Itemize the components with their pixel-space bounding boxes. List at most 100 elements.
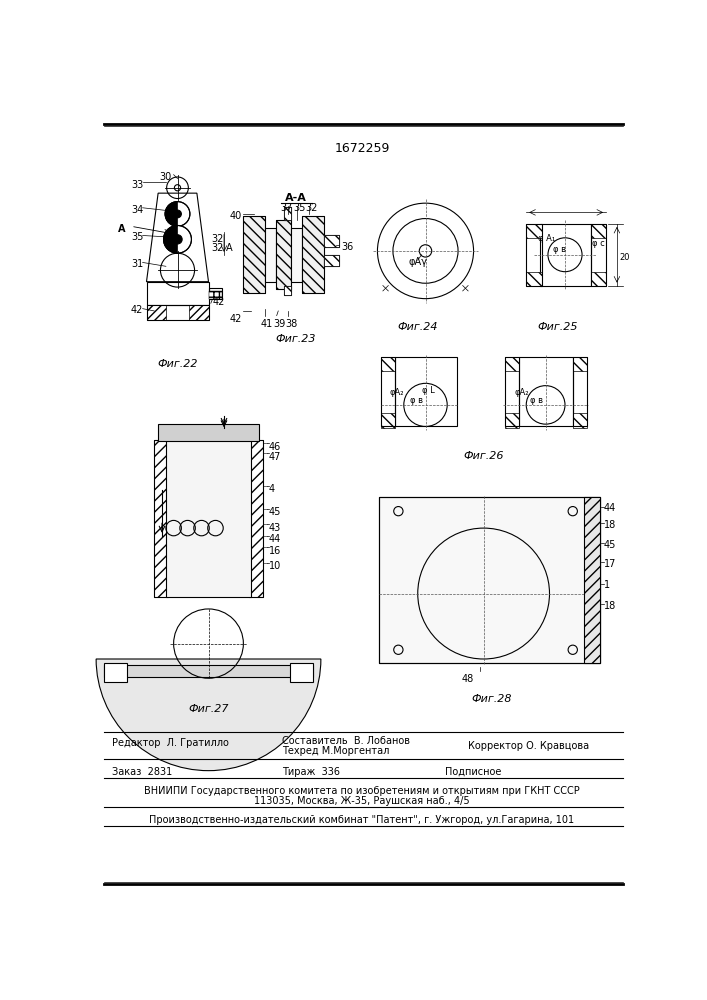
Text: 44: 44 [604,503,616,513]
Text: 42: 42 [131,305,144,315]
Bar [189,305,209,320]
Text: Техред М.Моргентал: Техред М.Моргентал [282,746,390,756]
Bar [381,357,395,426]
Bar [146,282,209,305]
Text: 36: 36 [341,242,354,252]
Text: Подписное: Подписное [445,767,501,777]
Bar [324,235,339,247]
Bar [381,413,395,428]
Text: 113035, Москва, Ж-35, Раушская наб., 4/5: 113035, Москва, Ж-35, Раушская наб., 4/5 [254,796,469,806]
Text: 39: 39 [273,319,285,329]
Text: 31: 31 [131,259,144,269]
Text: 32: 32 [211,243,223,253]
Text: φ с: φ с [592,239,605,248]
Text: 43: 43 [269,523,281,533]
Text: 18: 18 [604,520,616,530]
Bar [573,357,587,371]
Bar [518,357,573,426]
Bar [284,286,291,295]
Text: φ в: φ в [410,396,423,405]
Text: ВНИИПИ Государственного комитета по изобретениям и открытиям при ГКНТ СССР: ВНИИПИ Государственного комитета по изоб… [144,786,580,796]
Text: 40: 40 [230,211,242,221]
Bar [284,286,291,295]
Text: A: A [118,224,125,234]
Text: Фиг.25: Фиг.25 [537,322,578,332]
Text: 47: 47 [269,452,281,462]
Text: 45: 45 [269,507,281,517]
Text: 42: 42 [212,297,225,307]
Bar [291,228,303,282]
Text: 34: 34 [131,205,144,215]
Bar [276,220,291,289]
Text: 20: 20 [619,253,630,262]
Bar [526,224,542,286]
Bar [506,413,519,428]
Text: 1: 1 [604,580,610,590]
Text: Фиг.28: Фиг.28 [471,694,512,704]
Bar [284,207,291,220]
Text: 10: 10 [269,561,281,571]
Bar [158,424,259,441]
Text: Фиг.24: Фиг.24 [397,322,438,332]
Text: Производственно-издательский комбинат "Патент", г. Ужгород, ул.Гагарина, 101: Производственно-издательский комбинат "П… [149,815,575,825]
Bar [590,224,606,286]
Bar [104,663,127,682]
Bar [166,440,251,597]
Bar [249,440,263,597]
Bar [540,224,590,286]
Text: φА₂: φА₂ [389,388,404,397]
Wedge shape [165,202,177,226]
Text: Составитель  В. Лобанов: Составитель В. Лобанов [282,736,410,746]
Bar [104,665,313,677]
Bar [209,291,223,299]
Bar [324,235,339,247]
Bar [290,663,313,682]
Text: A: A [226,243,233,253]
Text: 16: 16 [269,546,281,556]
Bar [284,207,291,220]
Bar [146,305,209,320]
Bar [506,357,519,426]
Bar [506,357,519,371]
Text: Корректор О. Кравцова: Корректор О. Кравцова [468,741,589,751]
Bar [573,413,587,428]
Text: Фиг.26: Фиг.26 [463,451,504,461]
Text: 35: 35 [293,203,306,213]
Bar [526,272,542,286]
Polygon shape [146,193,209,282]
Text: 18: 18 [604,601,616,611]
Bar [590,272,606,286]
Text: Фиг.22: Фиг.22 [157,359,198,369]
Text: 48: 48 [462,674,474,684]
Bar [324,255,339,266]
Text: 41: 41 [260,319,273,329]
Wedge shape [96,659,321,771]
Circle shape [165,202,190,226]
Wedge shape [163,225,177,253]
Bar [146,305,166,320]
Bar [573,357,587,426]
Text: Фиг.27: Фиг.27 [188,704,229,714]
Text: 46: 46 [269,442,281,452]
Bar [324,255,339,266]
Circle shape [174,210,182,218]
Bar [585,497,600,663]
Text: 45: 45 [604,540,616,550]
Text: 35: 35 [131,232,144,242]
Text: 30: 30 [160,172,172,182]
Circle shape [163,225,192,253]
Bar [303,216,324,293]
Text: А-А: А-А [285,193,307,203]
Text: φ А₁: φ А₁ [538,234,555,243]
Circle shape [173,235,182,244]
Text: 4: 4 [269,484,275,494]
Text: 32: 32 [211,234,223,244]
Bar [303,216,324,293]
Text: φАγ: φАγ [409,257,428,267]
Bar [276,220,291,289]
Bar [154,440,168,597]
Bar [381,357,395,371]
Text: 44: 44 [269,534,281,544]
Text: 38: 38 [285,319,298,329]
Bar [379,497,600,663]
